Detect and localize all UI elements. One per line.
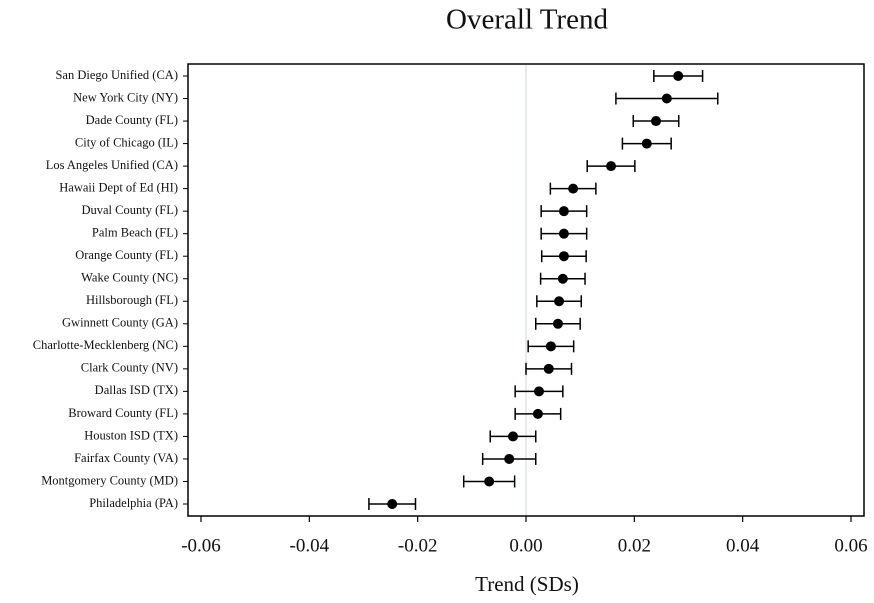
y-tick-label: Houston ISD (TX) — [84, 428, 178, 442]
x-tick-label: 0.06 — [834, 535, 867, 556]
y-tick-label: City of Chicago (IL) — [75, 135, 178, 149]
dot — [651, 116, 661, 127]
y-tick-label: Orange County (FL) — [75, 248, 178, 262]
x-tick-label: 0.00 — [509, 535, 542, 556]
x-tick-label: 0.02 — [618, 535, 651, 556]
chart-title: Overall Trend — [446, 4, 608, 36]
y-tick-label: Gwinnett County (GA) — [62, 316, 178, 330]
y-tick-label: New York City (NY) — [73, 90, 178, 104]
dot — [606, 161, 617, 172]
y-tick-label: Palm Beach (FL) — [92, 226, 178, 240]
x-axis-label: Trend (SDs) — [475, 572, 579, 596]
x-tick-label: 0.04 — [726, 535, 760, 556]
dot — [545, 341, 556, 352]
y-tick-label: Hillsborough (FL) — [86, 293, 178, 307]
y-tick-label: Duval County (FL) — [81, 203, 178, 217]
y-tick-label: Broward County (FL) — [68, 406, 178, 420]
y-tick-label: Clark County (NV) — [81, 361, 178, 375]
dot — [504, 453, 515, 464]
x-tick-label: -0.04 — [290, 535, 330, 556]
y-tick-label: Fairfax County (VA) — [74, 451, 178, 465]
y-tick-label: Charlotte-Mecklenberg (NC) — [33, 338, 178, 352]
y-tick-label: Hawaii Dept of Ed (HI) — [59, 181, 178, 195]
y-tick-label: Dallas ISD (TX) — [95, 383, 178, 397]
y-tick-label: Wake County (NC) — [81, 271, 178, 285]
dot — [673, 71, 684, 81]
y-tick-label: Los Angeles Unified (CA) — [46, 158, 178, 172]
y-tick-label: Philadelphia (PA) — [89, 496, 178, 510]
dot — [661, 93, 672, 104]
dot — [534, 386, 544, 397]
dot — [484, 476, 495, 487]
dot — [543, 363, 554, 374]
dot — [558, 228, 569, 239]
x-tick-label: -0.02 — [398, 535, 438, 556]
dot — [387, 499, 398, 509]
dot — [558, 251, 569, 262]
y-tick-label: San Diego Unified (CA) — [55, 68, 178, 82]
dot — [558, 206, 569, 217]
dot — [508, 431, 518, 442]
dot — [552, 318, 563, 329]
dot — [641, 138, 652, 149]
dot — [557, 273, 568, 284]
y-tick-label: Dade County (FL) — [86, 113, 178, 127]
x-tick-label: -0.06 — [181, 535, 221, 556]
dot — [532, 408, 543, 419]
dot — [568, 183, 579, 194]
dot — [554, 296, 565, 307]
y-tick-label: Montgomery County (MD) — [41, 473, 178, 487]
